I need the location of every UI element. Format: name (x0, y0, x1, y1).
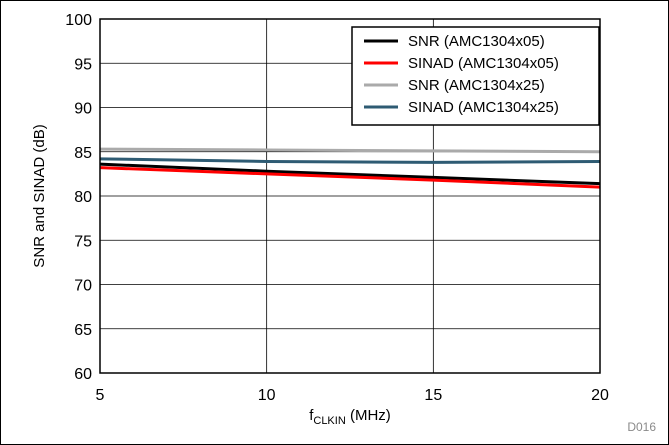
x-axis-label: fCLKIN (MHz) (309, 407, 391, 427)
y-tick-label: 95 (74, 56, 92, 73)
x-tick-label: 10 (258, 387, 276, 404)
x-tick-label: 5 (96, 387, 105, 404)
y-tick-label: 75 (74, 233, 92, 250)
y-tick-label: 90 (74, 101, 92, 118)
series-line-4 (99, 157, 601, 164)
figure-id: D016 (627, 420, 656, 434)
y-tick-label: 100 (65, 12, 92, 29)
x-axis-label-main: f (309, 407, 314, 424)
series-line-2 (99, 166, 601, 189)
series-line-3 (99, 147, 601, 154)
series-line-1 (99, 162, 601, 186)
y-axis-label: SNR and SINAD (dB) (31, 124, 48, 267)
x-axis-label-subscript: CLKIN (313, 415, 345, 427)
y-tick-label: 65 (74, 322, 92, 339)
legend: SNR (AMC1304x05) SINAD (AMC1304x05) SNR (A… (351, 26, 600, 126)
legend-label-2: SINAD (AMC1304x05) (408, 55, 559, 72)
y-tick-label: 80 (74, 189, 92, 206)
y-tick-label: 70 (74, 278, 92, 295)
legend-box (351, 26, 600, 126)
plot-border (99, 18, 601, 374)
x-tick-label: 15 (424, 387, 442, 404)
legend-label-4: SINAD (AMC1304x25) (408, 99, 559, 116)
x-axis-label-unit: (MHz) (346, 407, 391, 424)
x-tick-label: 20 (591, 387, 609, 404)
tick-layer: 60 65 70 75 80 85 90 95 100 5 10 15 20 (65, 12, 609, 404)
legend-label-1: SNR (AMC1304x05) (408, 33, 545, 50)
series-layer (99, 147, 601, 189)
legend-label-3: SNR (AMC1304x25) (408, 77, 545, 94)
y-tick-label: 85 (74, 145, 92, 162)
y-tick-label: 60 (74, 366, 92, 383)
